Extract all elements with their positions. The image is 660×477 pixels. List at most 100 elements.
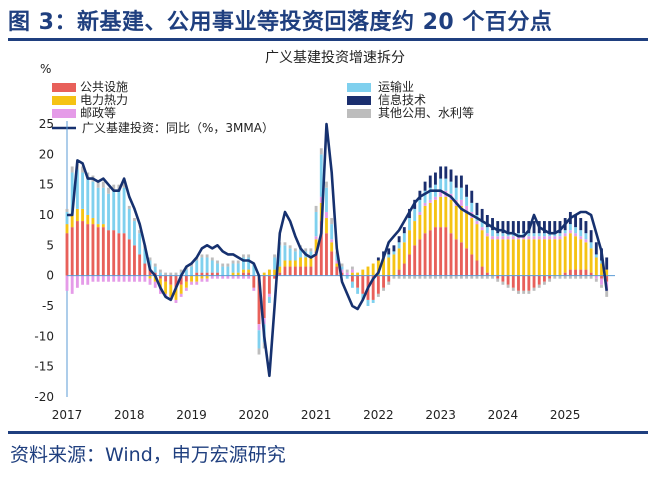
bar-segment	[376, 275, 380, 294]
bar-segment	[288, 245, 292, 249]
bar-segment	[122, 181, 126, 188]
bar-segment	[205, 278, 209, 282]
bar-segment	[553, 236, 557, 240]
y-tick-label: -20	[34, 390, 54, 404]
bar-segment	[558, 236, 562, 240]
bar-segment	[158, 278, 162, 288]
bar-segment	[594, 254, 598, 258]
bar-segment	[434, 172, 437, 185]
bar-segment	[345, 272, 349, 276]
bar-segment	[127, 205, 131, 209]
bar-segment	[558, 239, 562, 276]
bar-segment	[532, 287, 536, 291]
bar-segment	[226, 275, 230, 279]
x-tick-label: 2020	[239, 408, 270, 422]
bar-segment	[101, 187, 105, 225]
bar-segment	[480, 275, 484, 279]
bar-segment	[350, 281, 354, 288]
bar-segment	[330, 218, 334, 225]
bar-segment	[314, 211, 318, 237]
bar-segment	[205, 275, 209, 279]
bar-segment	[340, 269, 344, 273]
legend-label: 电力热力	[80, 93, 128, 107]
bar-segment	[397, 236, 401, 243]
bar-segment	[288, 266, 292, 276]
bar-segment	[138, 275, 142, 282]
bar-segment	[195, 275, 199, 282]
bar-segment	[340, 266, 344, 270]
bar-segment	[522, 236, 526, 240]
bar-segment	[133, 275, 136, 282]
bar-segment	[542, 281, 546, 285]
bar-segment	[158, 272, 162, 276]
bar-segment	[475, 260, 479, 276]
bar-segment	[65, 208, 69, 212]
bar-segment	[262, 275, 266, 319]
bar-segment	[568, 275, 572, 279]
bar-segment	[200, 257, 204, 273]
bar-segment	[542, 236, 546, 240]
bar-segment	[387, 248, 391, 255]
bar-segment	[257, 330, 261, 349]
bar-segment	[428, 202, 432, 231]
bar-segment	[299, 266, 302, 276]
legend-label: 广义基建投资：同比（%，3MMA）	[82, 120, 274, 135]
bar-segment	[273, 275, 277, 279]
bar-segment	[195, 281, 199, 285]
bar-segment	[283, 266, 287, 276]
y-tick-label: 10	[39, 208, 54, 222]
bar-segment	[522, 221, 526, 234]
bar-segment	[574, 275, 577, 279]
bar-segment	[532, 221, 536, 234]
bar-segment	[542, 275, 546, 282]
bar-segment	[397, 269, 401, 276]
bar-segment	[376, 257, 380, 261]
chart-title: 广义基建投资增速拆分	[265, 49, 405, 66]
bar-segment	[184, 287, 188, 291]
bar-segment	[532, 233, 536, 237]
bar-segment	[418, 190, 422, 200]
bar-segment	[148, 257, 152, 261]
bar-segment	[169, 272, 173, 276]
bar-segment	[309, 251, 313, 258]
bar-segment	[568, 230, 572, 234]
bar-segment	[153, 266, 157, 273]
bar-segment	[511, 239, 515, 276]
bar-segment	[506, 221, 510, 234]
bar-segment	[558, 221, 562, 234]
bar-segment	[485, 215, 489, 228]
bar-segment	[153, 281, 157, 288]
bar-segment	[439, 166, 443, 179]
bar-segment	[200, 275, 204, 279]
bar-segment	[574, 233, 577, 237]
bar-segment	[579, 275, 583, 279]
bar-segment	[501, 236, 505, 240]
bar-segment	[382, 275, 385, 288]
bar-segment	[184, 275, 188, 282]
bar-segment	[169, 284, 173, 297]
bar-segment	[548, 278, 552, 282]
bar-segment	[511, 221, 515, 234]
bar-segment	[221, 266, 225, 276]
bar-segment	[371, 299, 375, 303]
bar-segment	[122, 187, 126, 234]
title-rule	[8, 38, 648, 41]
bar-segment	[574, 236, 577, 270]
bar-segment	[247, 269, 251, 273]
bar-segment	[361, 275, 365, 294]
bar-segment	[548, 275, 552, 279]
bar-segment	[413, 275, 417, 279]
bar-segment	[325, 233, 328, 276]
bar-segment	[148, 269, 152, 276]
bar-segment	[454, 205, 458, 240]
bar-segment	[522, 290, 526, 294]
bar-segment	[517, 221, 520, 234]
bar-segment	[501, 233, 505, 237]
bar-segment	[247, 275, 251, 279]
bar-segment	[293, 260, 297, 267]
x-tick-label: 2024	[488, 408, 519, 422]
bar-segment	[423, 233, 427, 276]
bar-segment	[517, 275, 520, 291]
bar-segment	[91, 218, 95, 225]
bar-segment	[335, 263, 339, 267]
